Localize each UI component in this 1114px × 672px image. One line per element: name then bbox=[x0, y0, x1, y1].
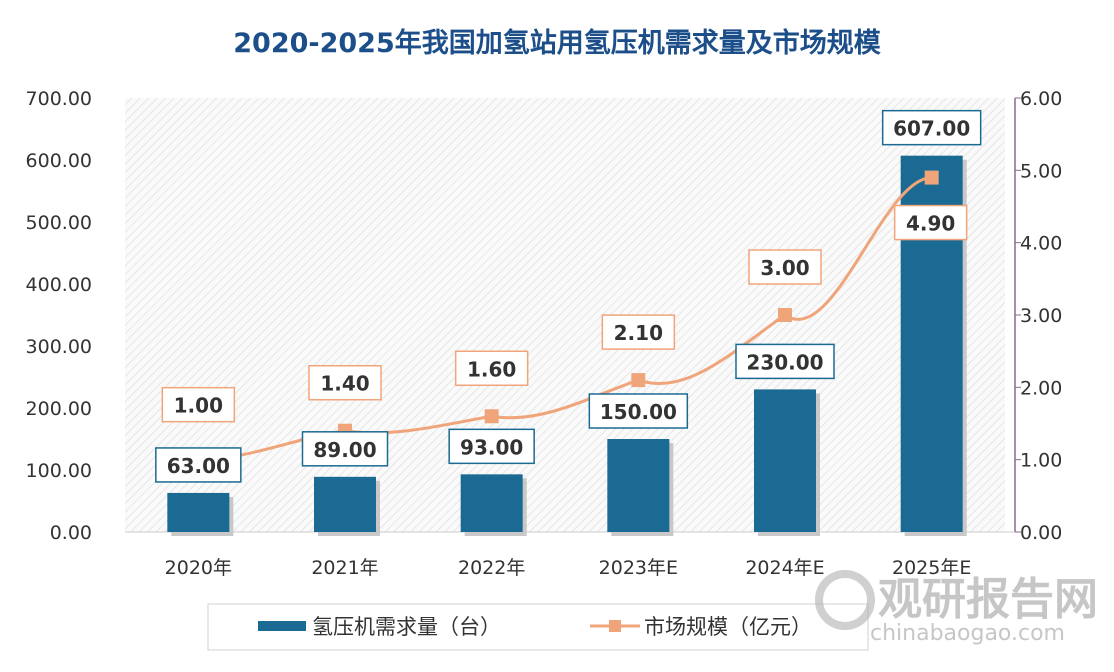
watermark-logo bbox=[815, 570, 875, 630]
bar-data-label-box bbox=[588, 393, 689, 429]
right-axis-tick: 4.00 bbox=[1020, 233, 1062, 255]
left-axis-tick: 700.00 bbox=[26, 88, 92, 110]
x-axis-tick: 2025年E bbox=[892, 557, 971, 579]
left-axis-tick: 100.00 bbox=[26, 460, 92, 482]
left-axis-tick: 0.00 bbox=[50, 522, 92, 544]
right-axis-tick: 2.00 bbox=[1020, 377, 1062, 399]
bar-data-label: 93.00 bbox=[460, 435, 523, 459]
line-data-label-box bbox=[308, 364, 382, 401]
bar-data-label: 230.00 bbox=[746, 350, 823, 374]
line-data-label-box bbox=[893, 204, 968, 241]
right-axis-tick: 6.00 bbox=[1020, 88, 1062, 110]
watermark-text: 观研报告网 bbox=[878, 574, 1098, 625]
right-axis-tick: 5.00 bbox=[1020, 160, 1062, 182]
left-axis-tick: 600.00 bbox=[26, 150, 92, 172]
bar-data-label-box bbox=[735, 343, 835, 380]
line-marker bbox=[778, 308, 792, 322]
watermark-url: chinabaogao.com bbox=[870, 621, 1065, 646]
x-axis-tick: 2022年 bbox=[458, 557, 525, 579]
legend-line-marker bbox=[609, 620, 621, 632]
line-marker bbox=[924, 170, 939, 185]
bar-data-label: 63.00 bbox=[167, 454, 230, 478]
bar-data-label-box bbox=[301, 431, 389, 467]
bar-data-label-box bbox=[448, 428, 535, 465]
bar-data-label: 89.00 bbox=[313, 438, 376, 462]
legend-box bbox=[207, 603, 869, 651]
plot-area bbox=[125, 98, 1005, 532]
line-marker bbox=[484, 409, 499, 424]
line-data-label-box bbox=[601, 314, 676, 350]
line-data-label-box bbox=[454, 350, 529, 387]
line-data-label: 2.10 bbox=[614, 321, 663, 345]
right-axis-tick: 3.00 bbox=[1020, 305, 1062, 327]
x-axis-tick: 2021年 bbox=[311, 557, 378, 579]
legend-line-label: 市场规模（亿元） bbox=[644, 615, 812, 639]
line-data-label-box bbox=[748, 249, 822, 285]
bar-data-label-box bbox=[155, 447, 242, 483]
x-axis-tick: 2020年 bbox=[165, 557, 232, 579]
line-data-label-box bbox=[161, 386, 236, 423]
bar bbox=[460, 474, 523, 532]
line-data-label: 1.40 bbox=[320, 372, 369, 396]
left-axis-tick: 300.00 bbox=[26, 336, 92, 358]
bar bbox=[607, 439, 670, 532]
line-data-label: 1.60 bbox=[467, 357, 516, 381]
bar bbox=[167, 492, 230, 532]
x-axis-tick: 2024年E bbox=[745, 557, 824, 579]
bar-data-label: 150.00 bbox=[600, 400, 677, 424]
watermark: 观研报告网 chinabaogao.com bbox=[815, 570, 1098, 646]
line-data-label: 4.90 bbox=[906, 212, 955, 236]
left-axis-tick: 500.00 bbox=[26, 212, 92, 234]
chart-title: 2020-2025年我国加氢站用氢压机需求量及市场规模 bbox=[233, 27, 881, 59]
right-axis-tick: 0.00 bbox=[1020, 522, 1062, 544]
right-axis-tick: 1.00 bbox=[1020, 450, 1062, 472]
bar bbox=[754, 389, 816, 532]
legend-bar-swatch bbox=[258, 621, 306, 631]
bar-data-label-box bbox=[881, 109, 982, 146]
bar bbox=[314, 476, 376, 532]
left-axis-tick: 400.00 bbox=[26, 274, 92, 296]
left-axis-tick: 200.00 bbox=[26, 398, 92, 420]
x-axis-tick: 2023年E bbox=[599, 557, 678, 579]
line-marker bbox=[631, 373, 646, 388]
bar-data-label: 607.00 bbox=[893, 117, 970, 141]
legend-bar-label: 氢压机需求量（台） bbox=[312, 615, 501, 639]
line-data-label: 3.00 bbox=[760, 256, 809, 280]
line-data-label: 1.00 bbox=[174, 394, 223, 418]
